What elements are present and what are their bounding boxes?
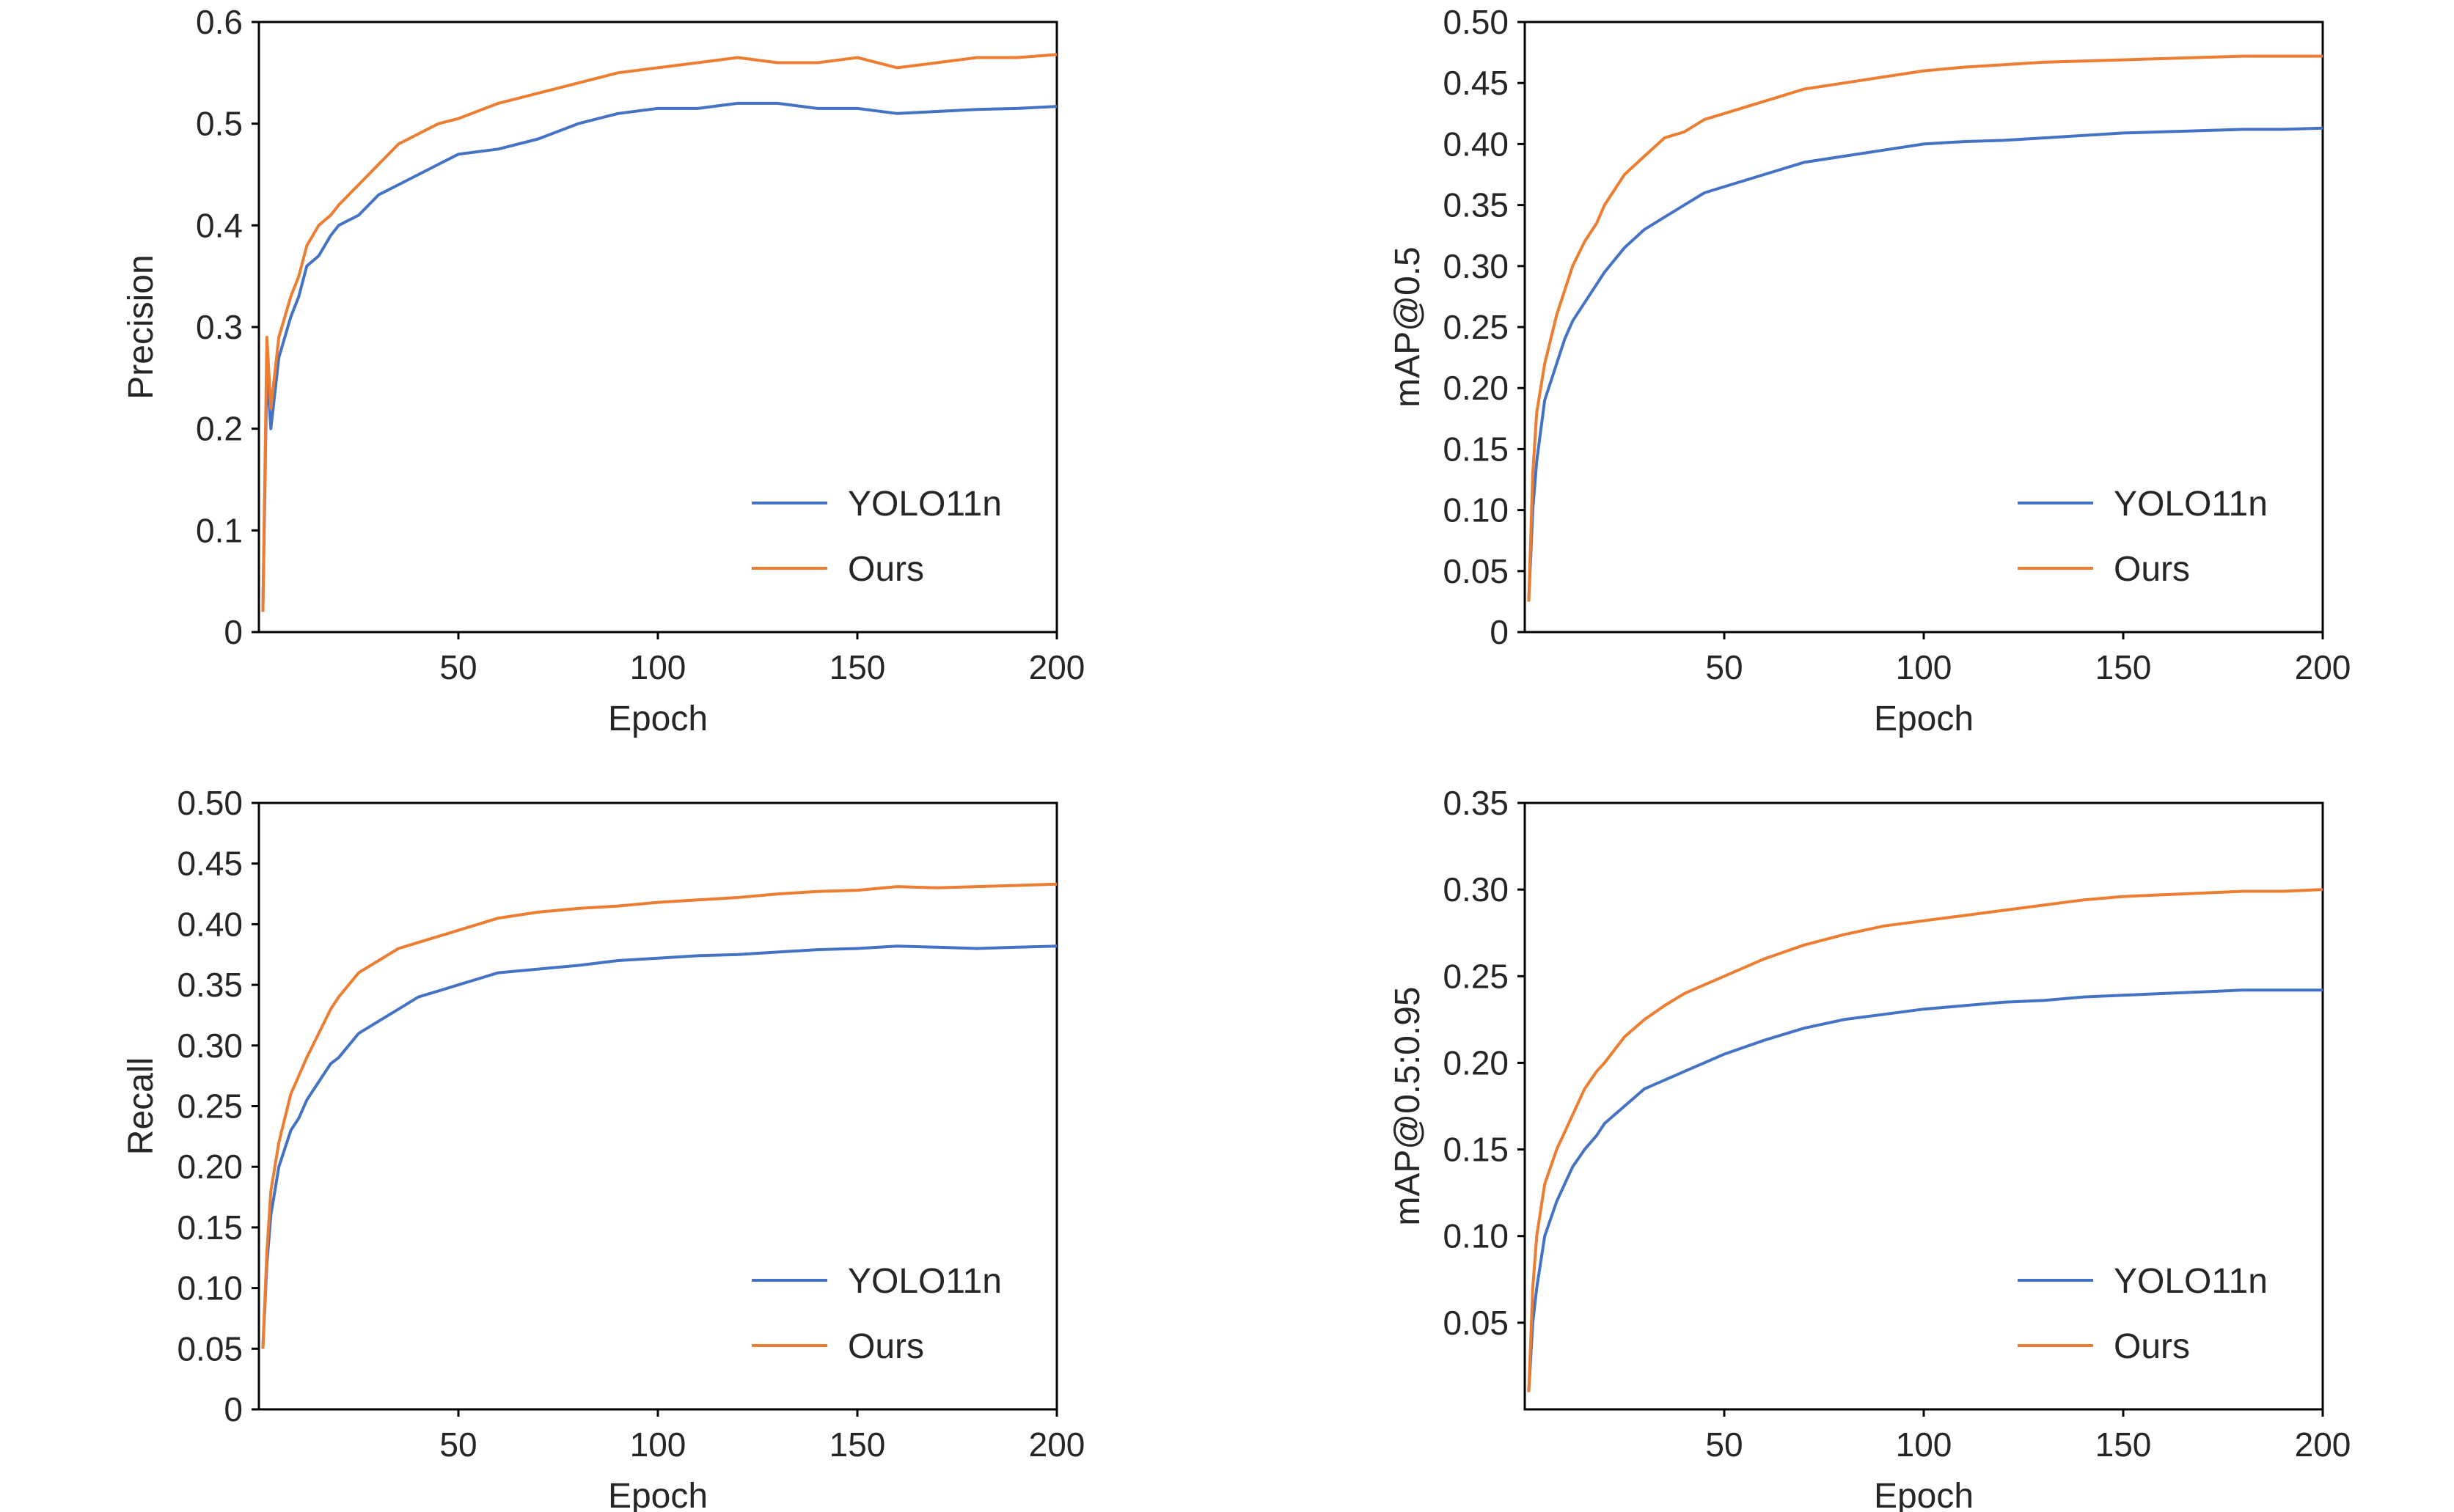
y-tick-label: 0.50 — [1443, 3, 1509, 41]
chart-recall: 0 0.05 0.10 0.15 0.20 0.25 0.30 0.35 0.40 0.45 0.5… — [122, 784, 1085, 1512]
series-line-ours — [261, 882, 1058, 1349]
y-tick-label: 0 — [1490, 613, 1509, 651]
y-tick-label: 0.15 — [1443, 430, 1509, 468]
y-tick-label: 0.20 — [1443, 1043, 1509, 1082]
x-tick-label: 150 — [829, 648, 886, 686]
x-tick-label: 200 — [1029, 648, 1085, 686]
y-tick-label: 0.35 — [1443, 784, 1509, 822]
plot-frame — [257, 801, 1058, 1411]
legend-label-yolo11n: YOLO11n — [848, 485, 1002, 524]
x-axis-title: Epoch — [1874, 1477, 1974, 1512]
x-tick-label: 50 — [1705, 648, 1743, 686]
y-tick-label: 0.50 — [177, 784, 243, 822]
x-tick-label: 150 — [829, 1425, 886, 1464]
y-tick-label: 0.3 — [196, 308, 243, 346]
y-tick-label: 0.6 — [196, 3, 243, 41]
x-tick-label: 200 — [2295, 1425, 2351, 1464]
x-tick-label: 100 — [1896, 648, 1952, 686]
series-line-yolo11n — [1527, 126, 2323, 602]
y-tick-label: 0.05 — [1443, 552, 1509, 590]
y-tick-label: 0.25 — [1443, 957, 1509, 995]
y-tick-label: 0.25 — [1443, 308, 1509, 346]
y-tick-label: 0.10 — [177, 1269, 243, 1307]
y-tick-label: 0.45 — [177, 845, 243, 883]
x-tick-label: 100 — [1896, 1425, 1952, 1464]
series-line-yolo11n — [261, 101, 1058, 612]
x-axis-title: Epoch — [608, 700, 708, 738]
chart-precision: 0 0.1 0.2 0.3 0.4 0.5 0.6 50 100 150 200 Epoch Preci… — [122, 3, 1085, 738]
plot-frame — [1523, 21, 2324, 634]
y-tick-label: 0.10 — [1443, 491, 1509, 529]
x-tick-label: 200 — [1029, 1425, 1085, 1464]
y-tick-label: 0.20 — [1443, 369, 1509, 407]
series-line-ours — [1527, 888, 2323, 1392]
x-tick-label: 100 — [630, 1425, 686, 1464]
y-tick-label: 0.4 — [196, 206, 243, 244]
legend-label-yolo11n: YOLO11n — [848, 1262, 1002, 1301]
y-tick-label: 0.40 — [1443, 125, 1509, 163]
y-tick-label: 0.1 — [196, 511, 243, 549]
y-tick-label: 0.10 — [1443, 1217, 1509, 1255]
x-tick-label: 50 — [439, 1425, 477, 1464]
y-tick-label: 0.05 — [177, 1329, 243, 1368]
chart-map5095: 0.05 0.10 0.15 0.20 0.25 0.30 0.35 50 100 150 200 E… — [1388, 784, 2351, 1512]
y-axis-title: mAP@0.5 — [1388, 246, 1427, 407]
x-tick-label: 150 — [2095, 648, 2152, 686]
y-tick-label: 0.30 — [177, 1027, 243, 1065]
series-line-ours — [261, 53, 1058, 612]
x-tick-label: 50 — [439, 648, 477, 686]
x-tick-label: 150 — [2095, 1425, 2152, 1464]
y-tick-label: 0.35 — [177, 966, 243, 1004]
legend-label-ours: Ours — [848, 550, 924, 589]
chart-map50: 0 0.05 0.10 0.15 0.20 0.25 0.30 0.35 0.40 0.45 0.5… — [1388, 3, 2351, 738]
x-tick-label: 50 — [1705, 1425, 1743, 1464]
y-tick-label: 0.15 — [177, 1208, 243, 1247]
plot-frame — [257, 21, 1058, 634]
y-tick-label: 0.45 — [1443, 64, 1509, 102]
series-line-ours — [1527, 54, 2323, 602]
legend-label-ours: Ours — [2114, 550, 2190, 589]
y-axis-title: Recall — [122, 1057, 161, 1155]
y-tick-label: 0 — [224, 613, 243, 651]
y-axis-title: mAP@0.5:0.95 — [1388, 986, 1427, 1225]
y-tick-label: 0.5 — [196, 105, 243, 143]
legend-label-yolo11n: YOLO11n — [2114, 485, 2268, 524]
y-tick-label: 0.25 — [177, 1087, 243, 1126]
x-axis-title: Epoch — [608, 1477, 708, 1512]
series-line-yolo11n — [1527, 988, 2323, 1392]
y-tick-label: 0.2 — [196, 410, 243, 448]
y-tick-label: 0.35 — [1443, 186, 1509, 224]
x-axis-title: Epoch — [1874, 700, 1974, 738]
y-tick-label: 0.20 — [177, 1148, 243, 1186]
y-tick-label: 0.15 — [1443, 1131, 1509, 1169]
y-tick-label: 0.30 — [1443, 870, 1509, 909]
y-tick-label: 0.40 — [177, 905, 243, 943]
y-tick-label: 0.30 — [1443, 247, 1509, 285]
y-tick-label: 0 — [224, 1390, 243, 1428]
y-axis-title: Precision — [122, 254, 161, 399]
x-tick-label: 200 — [2295, 648, 2351, 686]
x-tick-label: 100 — [630, 648, 686, 686]
legend-label-ours: Ours — [848, 1327, 924, 1366]
legend-label-yolo11n: YOLO11n — [2114, 1262, 2268, 1301]
y-tick-label: 0.05 — [1443, 1304, 1509, 1342]
series-line-yolo11n — [261, 944, 1058, 1349]
legend-label-ours: Ours — [2114, 1327, 2190, 1366]
